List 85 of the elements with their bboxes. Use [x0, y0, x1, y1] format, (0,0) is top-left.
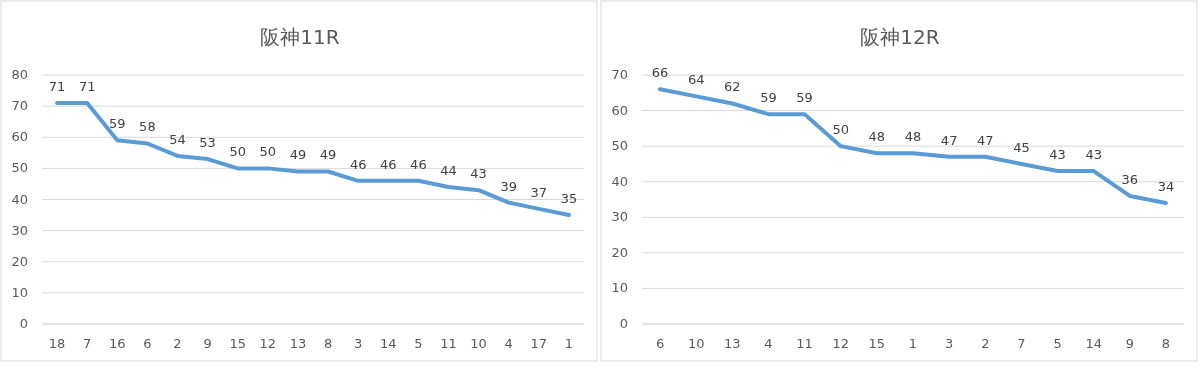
data-label: 37 [530, 184, 548, 200]
data-label: 64 [687, 72, 705, 88]
x-tick-label: 12 [259, 336, 277, 351]
data-label: 62 [724, 79, 741, 95]
data-label: 46 [380, 156, 397, 172]
data-label: 66 [651, 65, 669, 81]
x-tick-label: 6 [143, 336, 152, 351]
data-label: 54 [169, 131, 186, 147]
y-tick-label: 10 [611, 280, 628, 296]
data-label: 53 [199, 135, 216, 151]
data-label: 59 [109, 116, 126, 132]
x-tick-label: 10 [687, 336, 705, 351]
y-tick-label: 70 [611, 67, 628, 82]
data-label: 45 [1013, 139, 1030, 155]
data-label: 46 [349, 156, 367, 172]
x-tick-label: 15 [868, 336, 886, 351]
data-label: 71 [48, 79, 66, 95]
x-tick-label: 11 [796, 336, 813, 351]
x-tick-label: 12 [832, 336, 850, 351]
y-tick-label: 0 [19, 316, 28, 331]
chart-title: 阪神12R [860, 25, 940, 49]
y-tick-label: 30 [11, 222, 28, 238]
y-tick-label: 70 [11, 98, 28, 114]
x-tick-label: 18 [48, 336, 66, 351]
x-tick-label: 13 [724, 336, 741, 351]
y-tick-label: 10 [11, 284, 28, 300]
x-tick-label: 13 [289, 336, 307, 351]
x-tick-label: 14 [1085, 336, 1102, 351]
y-tick-label: 50 [11, 160, 28, 176]
y-tick-label: 0 [619, 316, 628, 331]
data-label: 34 [1157, 179, 1175, 195]
data-label: 58 [139, 119, 156, 135]
x-tick-label: 1 [564, 336, 574, 351]
x-tick-label: 2 [981, 336, 990, 351]
x-tick-label: 1 [908, 336, 918, 351]
x-tick-label: 15 [229, 336, 246, 351]
x-tick-label: 3 [354, 336, 363, 351]
data-label: 59 [796, 90, 813, 106]
y-tick-label: 60 [611, 102, 628, 118]
data-label: 44 [440, 163, 457, 179]
x-tick-label: 5 [414, 336, 423, 351]
y-tick-label: 20 [611, 244, 628, 260]
data-label: 35 [560, 191, 578, 207]
data-label: 49 [319, 147, 337, 163]
data-label: 50 [229, 144, 246, 160]
x-tick-label: 8 [323, 336, 333, 351]
x-tick-label: 6 [655, 336, 665, 351]
x-tick-label: 5 [1053, 336, 1062, 351]
data-label: 48 [868, 129, 886, 145]
data-label: 36 [1121, 171, 1139, 187]
data-label: 50 [259, 144, 277, 160]
y-tick-label: 80 [11, 67, 28, 82]
data-label: 48 [904, 129, 922, 145]
data-label: 47 [940, 132, 958, 148]
data-label: 39 [500, 178, 517, 194]
x-tick-label: 17 [530, 336, 548, 351]
data-label: 43 [1085, 147, 1102, 163]
y-tick-label: 60 [11, 129, 28, 145]
data-label: 59 [760, 90, 777, 106]
y-tick-label: 30 [611, 209, 628, 225]
data-label: 71 [78, 79, 96, 95]
x-tick-label: 16 [109, 336, 126, 351]
chart-title: 阪神11R [260, 25, 340, 49]
data-label: 50 [832, 122, 850, 138]
x-tick-label: 2 [173, 336, 182, 351]
x-tick-label: 14 [380, 336, 397, 351]
x-tick-label: 7 [83, 336, 92, 351]
data-label: 46 [410, 156, 427, 172]
x-tick-label: 10 [470, 336, 487, 351]
data-label: 49 [289, 147, 307, 163]
x-tick-label: 8 [1161, 336, 1171, 351]
y-tick-label: 50 [611, 138, 628, 154]
x-tick-label: 9 [203, 336, 212, 351]
x-tick-label: 11 [440, 336, 457, 351]
x-tick-label: 7 [1017, 336, 1026, 351]
data-label: 43 [470, 166, 487, 182]
y-tick-label: 20 [11, 253, 28, 269]
y-tick-label: 40 [611, 173, 628, 189]
x-tick-label: 4 [504, 336, 513, 351]
y-tick-label: 40 [11, 191, 28, 207]
x-tick-label: 4 [764, 336, 773, 351]
x-tick-label: 9 [1125, 336, 1134, 351]
x-tick-label: 3 [944, 336, 954, 351]
data-label: 43 [1049, 147, 1066, 163]
data-label: 47 [976, 132, 994, 148]
